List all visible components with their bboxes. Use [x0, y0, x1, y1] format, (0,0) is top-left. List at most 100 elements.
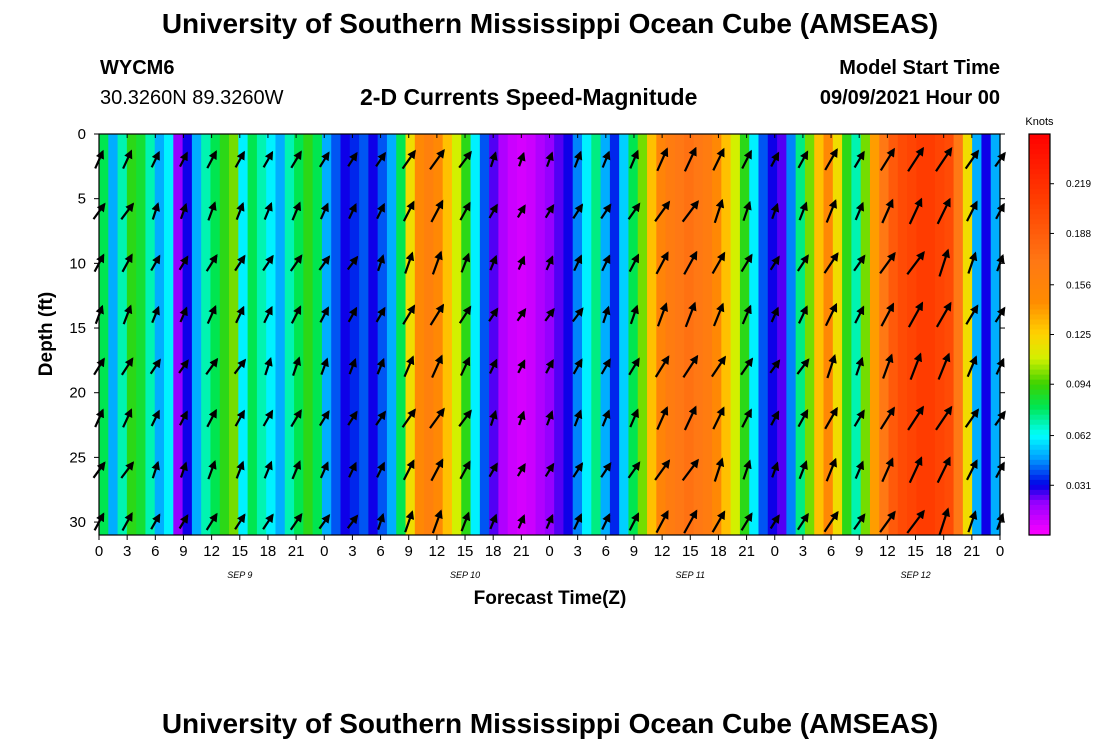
y-tick-label: 10: [69, 255, 86, 272]
heatmap-cell: [99, 134, 109, 535]
x-tick-label: 18: [260, 543, 277, 560]
current-arrow: [205, 254, 218, 272]
current-arrow: [628, 357, 640, 376]
colorbar-tick-label: 0.062: [1066, 431, 1091, 442]
colorbar-segment: [1029, 434, 1050, 441]
current-arrow: [347, 151, 358, 167]
heatmap-cell: [461, 134, 472, 535]
current-arrow: [151, 460, 160, 479]
heatmap-cell: [609, 134, 620, 535]
current-arrow: [572, 462, 584, 478]
heatmap-cell: [210, 134, 221, 535]
plot-title: 2-D Currents Speed-Magnitude: [360, 84, 698, 110]
heatmap-cell: [442, 134, 453, 535]
colorbar-segment: [1029, 159, 1050, 165]
current-arrow: [262, 254, 274, 272]
current-arrow: [207, 459, 217, 480]
model-start-label: Model Start Time: [839, 57, 1000, 79]
heatmap-cell: [526, 134, 537, 535]
current-arrow: [879, 147, 895, 171]
heatmap-cell: [563, 134, 574, 535]
current-arrow: [909, 352, 922, 380]
current-arrow: [263, 305, 273, 324]
current-arrow: [741, 408, 752, 428]
current-arrow: [936, 197, 951, 225]
current-arrow: [150, 150, 160, 168]
x-axis: 0 3 6 9 12 15 18 21 0 3 6 9 12 15 18 21 0 3 6 9 12 15 18 21 0 3 6 9…: [95, 134, 1004, 580]
current-arrow: [713, 198, 725, 224]
current-arrow: [121, 253, 133, 273]
current-arrow: [545, 358, 554, 374]
current-arrow: [458, 150, 472, 169]
colorbar-segment: [1029, 199, 1050, 205]
heatmap-cell: [823, 134, 834, 535]
colorbar-segment: [1029, 234, 1050, 240]
current-arrow: [376, 254, 386, 272]
current-arrow: [264, 357, 273, 376]
current-arrow: [206, 150, 217, 169]
current-arrow: [460, 252, 471, 273]
current-arrow: [516, 308, 527, 322]
heatmap-cell: [303, 134, 314, 535]
current-arrow: [347, 410, 358, 426]
current-arrow: [179, 461, 188, 478]
current-arrow: [602, 305, 611, 324]
current-arrow: [348, 461, 357, 478]
current-arrow: [207, 201, 217, 221]
current-arrow: [966, 200, 978, 222]
current-arrow: [291, 201, 302, 221]
current-arrow: [120, 202, 135, 220]
x-tick-label: 3: [573, 543, 581, 560]
current-arrow: [906, 250, 925, 275]
x-tick-label: 6: [827, 543, 835, 560]
heatmap-cell: [117, 134, 128, 535]
heatmap-cell: [470, 134, 481, 535]
heatmap-cell: [359, 134, 369, 535]
colorbar-segment: [1029, 294, 1050, 301]
heatmap-cell: [312, 134, 323, 535]
heatmap-cell: [145, 134, 156, 535]
current-arrow: [489, 358, 498, 374]
x-tick-label: 3: [123, 543, 131, 560]
colorbar-segment: [1029, 154, 1050, 160]
colorbar-segment: [1029, 314, 1050, 321]
current-arrow: [402, 459, 415, 481]
current-arrow: [881, 198, 894, 224]
current-arrow: [149, 358, 161, 375]
current-arrow: [517, 410, 526, 426]
heatmap-cell: [247, 134, 258, 535]
current-arrow: [205, 512, 218, 531]
current-arrow: [179, 202, 188, 220]
current-arrow: [488, 203, 498, 219]
colorbar-segment: [1029, 244, 1050, 250]
heatmap-cell: [795, 134, 806, 535]
heatmap-cells: [99, 134, 1001, 535]
heatmap-cell: [136, 134, 147, 535]
colorbar-segment: [1029, 224, 1050, 230]
heatmap-cell: [925, 134, 936, 535]
colorbar-segment: [1029, 429, 1050, 436]
current-arrow: [710, 355, 726, 378]
current-arrow: [429, 303, 445, 326]
current-arrow: [431, 250, 443, 275]
current-arrow: [938, 507, 950, 536]
heatmap-cell: [749, 134, 760, 535]
current-arrow: [404, 251, 415, 274]
current-arrow: [318, 410, 330, 427]
heatmap-cell: [916, 134, 927, 535]
colorbar-tick-label: 0.031: [1066, 481, 1091, 492]
current-arrow: [120, 461, 135, 479]
x-tick-label: 0: [320, 543, 328, 560]
current-arrow: [769, 359, 781, 374]
current-arrow: [151, 202, 160, 220]
heatmap-cell: [582, 134, 592, 535]
current-arrow: [401, 408, 416, 428]
current-arrow: [573, 150, 583, 168]
heatmap-cell: [647, 134, 657, 535]
heatmap-cell: [739, 134, 750, 535]
colorbar-segment: [1029, 204, 1050, 210]
current-arrow: [179, 151, 188, 168]
current-arrow: [769, 255, 780, 271]
current-arrow: [544, 307, 555, 322]
x-tick-label: 12: [879, 543, 896, 560]
